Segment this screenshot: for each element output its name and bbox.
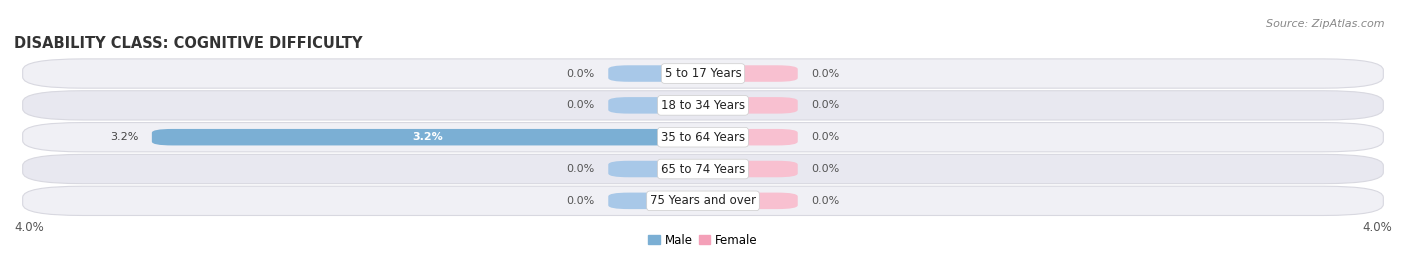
Text: 0.0%: 0.0%	[811, 196, 839, 206]
Legend: Male, Female: Male, Female	[644, 229, 762, 251]
Text: 0.0%: 0.0%	[811, 100, 839, 110]
Text: 5 to 17 Years: 5 to 17 Years	[665, 67, 741, 80]
Text: 0.0%: 0.0%	[811, 132, 839, 142]
Text: 0.0%: 0.0%	[567, 164, 595, 174]
Text: 65 to 74 Years: 65 to 74 Years	[661, 162, 745, 175]
FancyBboxPatch shape	[22, 123, 1384, 152]
Text: DISABILITY CLASS: COGNITIVE DIFFICULTY: DISABILITY CLASS: COGNITIVE DIFFICULTY	[14, 36, 363, 51]
FancyBboxPatch shape	[703, 193, 797, 209]
FancyBboxPatch shape	[152, 129, 703, 146]
Text: 0.0%: 0.0%	[567, 196, 595, 206]
Text: 3.2%: 3.2%	[412, 132, 443, 142]
Text: 0.0%: 0.0%	[567, 69, 595, 79]
Text: 4.0%: 4.0%	[1362, 221, 1392, 233]
FancyBboxPatch shape	[703, 65, 797, 82]
Text: 4.0%: 4.0%	[14, 221, 44, 233]
Text: 75 Years and over: 75 Years and over	[650, 194, 756, 207]
FancyBboxPatch shape	[22, 186, 1384, 215]
FancyBboxPatch shape	[609, 161, 703, 177]
FancyBboxPatch shape	[703, 97, 797, 114]
FancyBboxPatch shape	[609, 97, 703, 114]
FancyBboxPatch shape	[22, 59, 1384, 88]
Text: 0.0%: 0.0%	[811, 69, 839, 79]
Text: 0.0%: 0.0%	[811, 164, 839, 174]
Text: 18 to 34 Years: 18 to 34 Years	[661, 99, 745, 112]
FancyBboxPatch shape	[22, 154, 1384, 184]
FancyBboxPatch shape	[703, 161, 797, 177]
Text: 0.0%: 0.0%	[567, 100, 595, 110]
FancyBboxPatch shape	[609, 193, 703, 209]
Text: 35 to 64 Years: 35 to 64 Years	[661, 131, 745, 144]
Text: 3.2%: 3.2%	[110, 132, 138, 142]
Text: Source: ZipAtlas.com: Source: ZipAtlas.com	[1267, 19, 1385, 29]
FancyBboxPatch shape	[22, 91, 1384, 120]
FancyBboxPatch shape	[703, 129, 797, 146]
FancyBboxPatch shape	[609, 65, 703, 82]
